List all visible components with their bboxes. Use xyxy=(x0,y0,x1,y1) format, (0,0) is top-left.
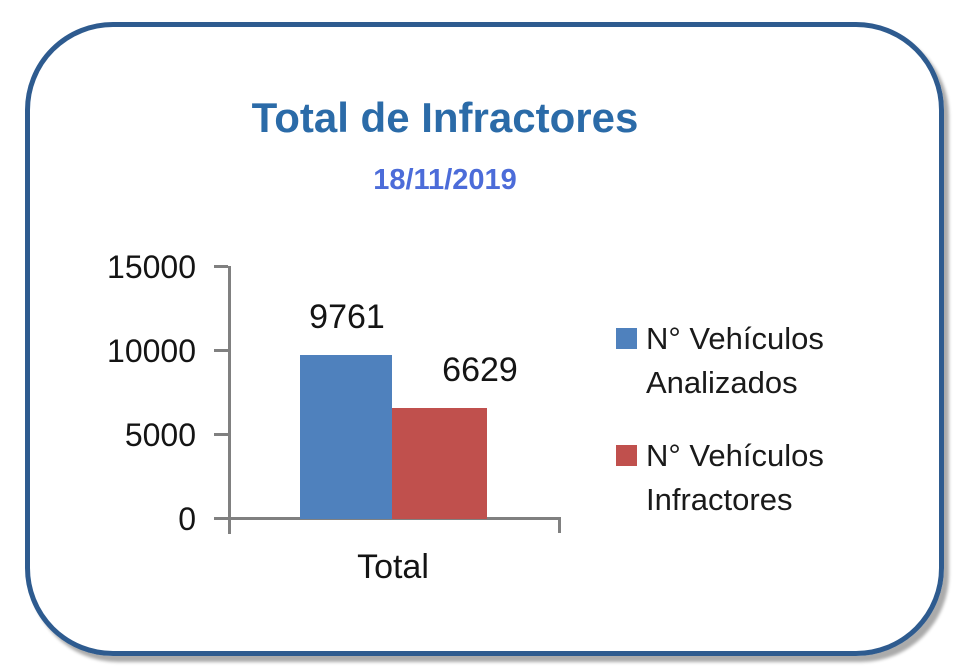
bar-value-label: 9761 xyxy=(309,298,385,336)
chart-date-subtitle: 18/11/2019 xyxy=(373,164,517,196)
rounded-border-frame xyxy=(25,22,944,656)
y-axis-tick xyxy=(214,517,228,520)
legend-item: N° Vehículos Analizados xyxy=(616,317,824,405)
bar-analizados xyxy=(300,355,392,519)
y-axis-tick-label: 0 xyxy=(178,501,196,537)
chart-legend: N° Vehículos Analizados N° Vehículos Infrac… xyxy=(616,317,824,551)
bar-value-label: 6629 xyxy=(442,351,518,389)
legend-item: N° Vehículos Infractores xyxy=(616,434,824,522)
y-axis-tick-label: 10000 xyxy=(107,333,196,369)
bar-infractores xyxy=(392,408,487,519)
legend-swatch-icon xyxy=(616,328,637,349)
y-axis-tick xyxy=(214,433,228,436)
y-axis-line xyxy=(228,266,231,534)
y-axis-tick xyxy=(214,349,228,352)
x-axis-end-tick xyxy=(558,517,561,533)
legend-swatch-icon xyxy=(616,445,637,466)
chart-title: Total de Infractores xyxy=(251,94,639,141)
legend-label: N° Vehículos Analizados xyxy=(646,321,824,400)
y-axis-tick-label: 15000 xyxy=(107,249,196,285)
legend-label: N° Vehículos Infractores xyxy=(646,438,824,517)
x-axis-category-label: Total xyxy=(357,548,429,586)
y-axis-tick xyxy=(214,265,228,268)
y-axis-tick-label: 5000 xyxy=(124,417,196,453)
